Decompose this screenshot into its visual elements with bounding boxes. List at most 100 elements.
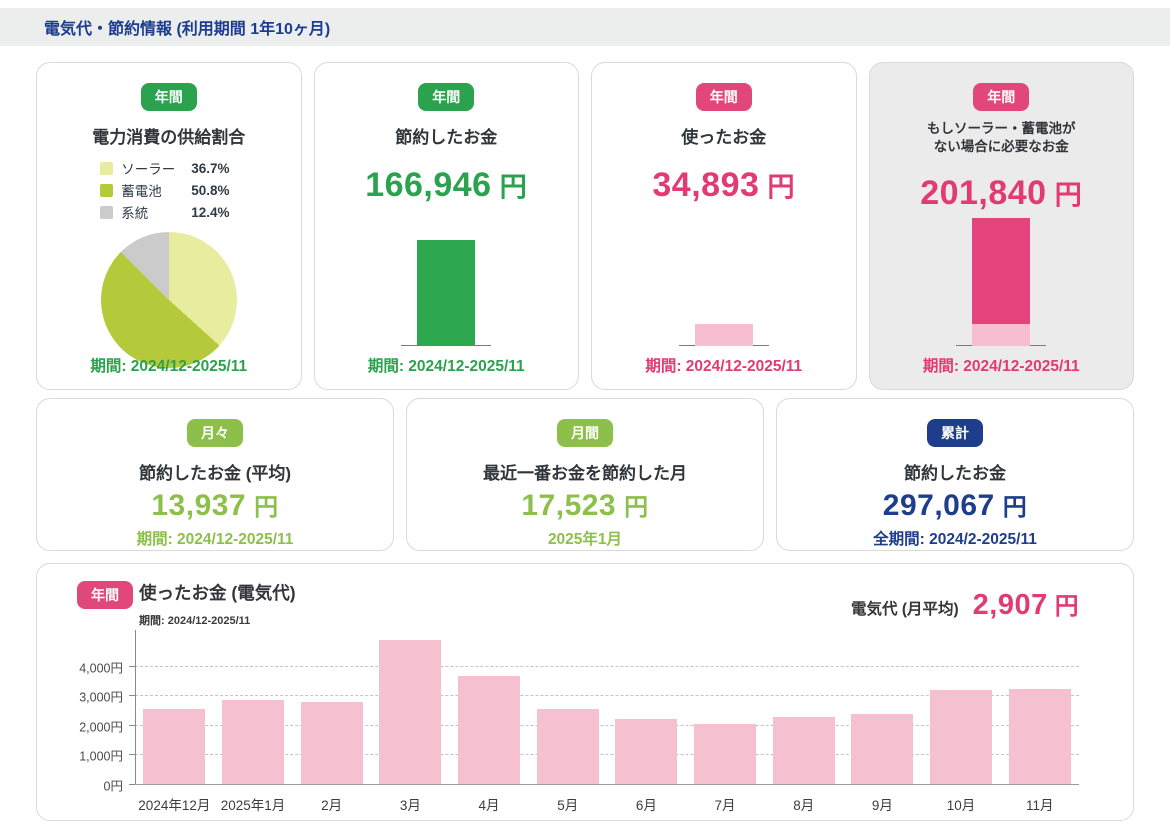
period-label: 期間: 2024/12-2025/11 xyxy=(645,358,803,375)
month-cost-bar xyxy=(143,708,206,785)
card-best-saving-month: 月間 最近一番お金を節約した月 17,523 円 2025年1月 xyxy=(406,398,764,551)
legend-swatch xyxy=(100,205,114,219)
card-title: 使ったお金 xyxy=(681,128,767,147)
annual-badge: 年間 xyxy=(140,83,197,111)
card-title: 節約したお金 (平均) xyxy=(138,464,292,483)
month-label: 2025年1月 xyxy=(547,531,623,548)
bar-slot xyxy=(371,630,450,785)
yen-unit: 円 xyxy=(1002,494,1028,521)
bar-slot xyxy=(528,630,607,785)
bars xyxy=(135,630,1079,785)
x-axis-labels: 2024年12月 2025年1月 2月 3月 4月 5月 6月 7月 8月 9月 10月 11月 xyxy=(135,785,1079,814)
chart-title-block: 使ったお金 (電気代) 期間: 2024/12-2025/11 xyxy=(139,580,296,628)
chart-period-label: 期間: 2024/12-2025/11 xyxy=(139,615,251,627)
card-title: 電力消費の供給割合 xyxy=(92,128,246,147)
y-axis-tick-label: 1,000円 xyxy=(79,749,123,764)
gridline xyxy=(135,665,1079,667)
amount-value: 13,937 円 xyxy=(151,489,279,522)
monthly-badge: 月々 xyxy=(187,419,243,447)
gridline xyxy=(135,724,1079,726)
x-axis-month-label: 9月 xyxy=(871,798,893,813)
card-hypothetical-cost: 年間 もしソーラー・蓄電池が ない場合に必要なお金 201,840 円 期間: 2… xyxy=(868,62,1134,390)
bar-chart-plot: 0円 1,000円 2,000円 3,000円 4,000円 2024年12月 2025年… xyxy=(79,630,1079,813)
bar-slot xyxy=(292,630,371,785)
legend-value: 36.7% xyxy=(191,160,230,176)
x-axis-month-label: 10月 xyxy=(946,798,976,813)
yen-unit: 円 xyxy=(767,171,796,202)
y-tick xyxy=(129,695,135,697)
x-axis-month-label: 7月 xyxy=(714,798,736,813)
chart-row: 年間 使ったお金 (電気代) 期間: 2024/12-2025/11 電気代 (… xyxy=(36,563,1134,821)
page-title: 電気代・節約情報 (利用期間 1年10ヶ月) xyxy=(44,21,331,38)
bar-slot xyxy=(450,630,529,785)
yen-unit: 円 xyxy=(499,171,528,202)
card-supply-ratio: 年間 電力消費の供給割合 ソーラー 36.7% 蓄電池 50.8% 系統 12.4% 期間… xyxy=(36,62,302,390)
annual-cards-row: 年間 電力消費の供給割合 ソーラー 36.7% 蓄電池 50.8% 系統 12.4% 期間… xyxy=(36,62,1134,390)
card-saved-cumulative: 累計 節約したお金 297,067 円 全期間: 2024/2-2025/11 xyxy=(776,398,1134,551)
yen-unit: 円 xyxy=(1054,179,1083,211)
month-cost-bar xyxy=(458,676,521,785)
legend-row: 蓄電池 50.8% xyxy=(100,180,237,200)
mini-bar-chart xyxy=(592,214,856,346)
dashboard: 年間 電力消費の供給割合 ソーラー 36.7% 蓄電池 50.8% 系統 12.4% 期間… xyxy=(0,62,1170,821)
summary-cards-row: 月々 節約したお金 (平均) 13,937 円 期間: 2024/12-2025/… xyxy=(36,398,1134,551)
legend-label: ソーラー xyxy=(121,162,176,177)
legend-row: 系統 12.4% xyxy=(100,202,237,222)
saved-amount-bar xyxy=(417,240,476,346)
amount-value: 297,067 円 xyxy=(882,489,1028,522)
amount-value: 166,946 円 xyxy=(365,166,528,204)
month-cost-bar xyxy=(930,689,993,785)
period-label: 全期間: 2024/2-2025/11 xyxy=(873,531,1037,548)
month-cost-bar xyxy=(615,719,678,785)
x-axis-month-label: 2024年12月 xyxy=(138,798,211,813)
monthly-average-block: 電気代 (月平均) 2,907 円 xyxy=(851,586,1079,622)
x-axis-month-label: 8月 xyxy=(793,798,815,813)
y-axis-tick-label: 4,000円 xyxy=(79,661,123,676)
legend-label: 蓄電池 xyxy=(121,184,162,199)
bar-slot xyxy=(135,630,214,785)
period-label: 期間: 2024/12-2025/11 xyxy=(922,358,1080,375)
month-cost-bar xyxy=(222,700,284,785)
month-cost-bar xyxy=(851,714,914,785)
bar-slot xyxy=(214,630,293,785)
legend-value: 50.8% xyxy=(191,182,230,198)
month-badge: 月間 xyxy=(557,419,613,447)
card-saved-monthly-avg: 月々 節約したお金 (平均) 13,937 円 期間: 2024/12-2025/… xyxy=(36,398,394,551)
card-electricity-bar-chart: 年間 使ったお金 (電気代) 期間: 2024/12-2025/11 電気代 (… xyxy=(36,563,1134,821)
pie-legend: ソーラー 36.7% 蓄電池 50.8% 系統 12.4% xyxy=(100,156,237,224)
x-axis-month-label: 2月 xyxy=(321,798,343,813)
amount-value: 201,840 円 xyxy=(920,174,1083,213)
page-header: 電気代・節約情報 (利用期間 1年10ヶ月) xyxy=(0,8,1170,46)
annual-badge: 年間 xyxy=(77,581,133,609)
month-cost-bar xyxy=(300,702,363,785)
card-title: 節約したお金 xyxy=(904,464,1006,483)
y-tick xyxy=(129,665,135,667)
y-axis-tick-label: 0円 xyxy=(103,779,123,794)
bar-slot xyxy=(922,630,1001,785)
month-cost-bar xyxy=(772,717,835,785)
bar-slot xyxy=(686,630,765,785)
x-axis-month-label: 4月 xyxy=(478,798,500,813)
card-saved-annual: 年間 節約したお金 166,946 円 期間: 2024/12-2025/11 xyxy=(313,62,579,390)
month-cost-bar xyxy=(536,709,599,785)
gridline xyxy=(135,754,1079,756)
legend-swatch xyxy=(100,161,114,175)
bar-slot xyxy=(843,630,922,785)
card-title: 最近一番お金を節約した月 xyxy=(483,464,687,483)
card-title: 節約したお金 xyxy=(395,128,498,147)
chart-title: 使ったお金 (電気代) xyxy=(139,583,296,603)
x-axis-month-label: 11月 xyxy=(1025,798,1054,813)
card-title: もしソーラー・蓄電池が ない場合に必要なお金 xyxy=(927,121,1076,155)
average-value: 2,907 円 xyxy=(972,589,1079,621)
annual-badge: 年間 xyxy=(418,83,475,111)
y-axis-tick-label: 3,000円 xyxy=(79,690,123,705)
gridline xyxy=(135,695,1079,697)
annual-badge: 年間 xyxy=(973,83,1030,111)
legend-swatch xyxy=(100,183,114,197)
month-cost-bar xyxy=(694,723,757,785)
stacked-amount-bar xyxy=(972,218,1031,346)
annual-badge: 年間 xyxy=(695,83,752,111)
amount-value: 34,893 円 xyxy=(652,166,796,204)
average-label: 電気代 (月平均) xyxy=(851,601,959,618)
yen-unit: 円 xyxy=(624,494,649,521)
